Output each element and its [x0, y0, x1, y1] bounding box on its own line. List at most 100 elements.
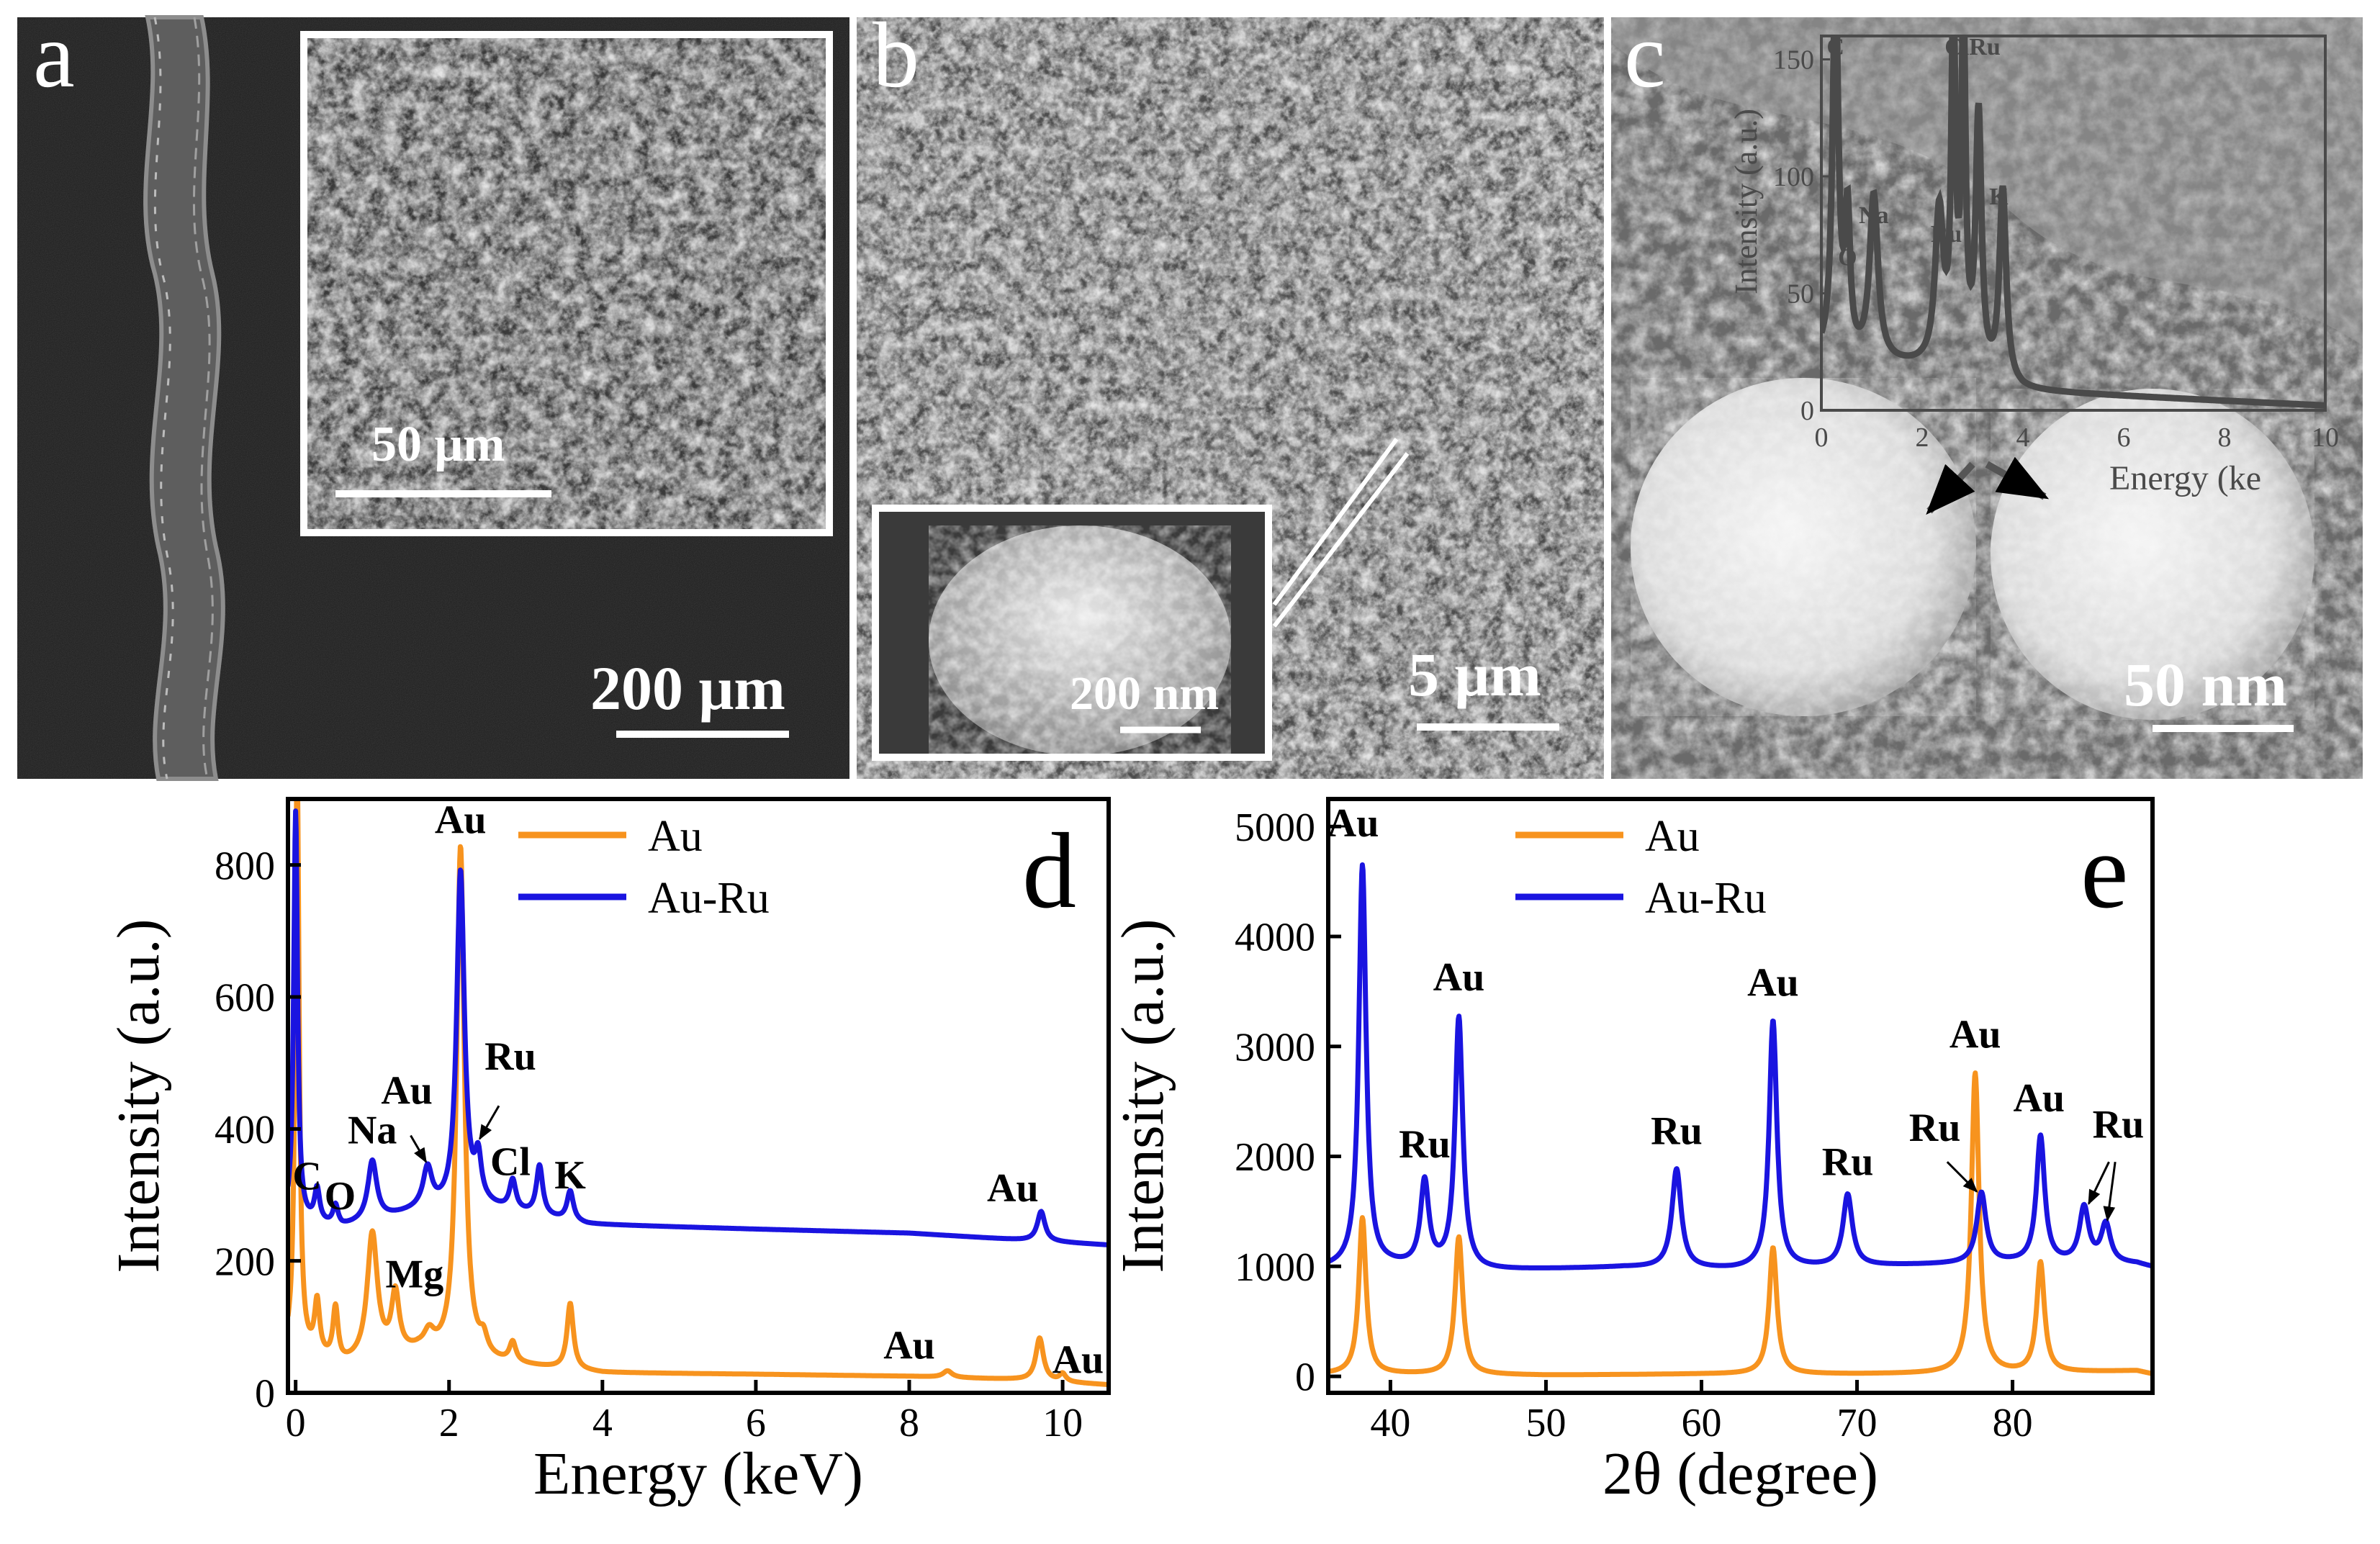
peak-label: Au [883, 1323, 935, 1368]
series-line-au-ru [1328, 862, 2153, 1270]
peak-label: Ru [1909, 1106, 1961, 1150]
plot-area [1328, 862, 2153, 1378]
peak-label: Mg [385, 1252, 443, 1296]
plot-frame [286, 797, 1111, 1395]
y-tick-label: 1000 [1235, 1245, 1315, 1290]
panel-letter: d [1022, 811, 1076, 931]
peak-label: Ru [1651, 1109, 1703, 1154]
inset-y-tick-label: 100 [1773, 162, 1814, 192]
peak-label: Au [381, 1069, 433, 1114]
annotation-arrow [1946, 1161, 1978, 1193]
peak-label: O [325, 1174, 356, 1219]
inset-peak-label: Ru [1931, 221, 1962, 248]
x-tick-label: 60 [1681, 1401, 1721, 1445]
peak-label: Au [1747, 960, 1799, 1005]
peak-label: Ru [2093, 1103, 2145, 1147]
inset-eds-line [1821, 36, 2325, 409]
y-tick-label: 2000 [1235, 1135, 1315, 1180]
panel-a-scalebar-label: 200 μm [590, 654, 785, 723]
panel-letter: e [2081, 811, 2129, 931]
peak-label: K [554, 1153, 586, 1198]
series-line-au [1328, 1070, 2153, 1378]
peak-label: Au [1433, 955, 1485, 1000]
x-tick-label: 40 [1370, 1401, 1410, 1445]
x-tick-label: 6 [746, 1401, 766, 1445]
y-tick-label: 5000 [1235, 805, 1315, 850]
inset-x-tick-label: 10 [2312, 423, 2339, 453]
panel-a-letter: a [33, 4, 75, 107]
x-axis-label: 2θ (degree) [1603, 1440, 1878, 1507]
annotation-arrow [2088, 1161, 2110, 1206]
inset-y-tick-label: 0 [1800, 396, 1814, 426]
inset-b-scalebar-label: 200 nm [1070, 667, 1219, 720]
y-tick-label: 3000 [1235, 1025, 1315, 1070]
series-line-au-ru [288, 808, 1109, 1247]
y-tick-label: 200 [215, 1240, 275, 1284]
inset-b: 200 nm [872, 505, 1272, 761]
inset-x-tick-label: 2 [1916, 423, 1929, 453]
inset-x-tick-label: 0 [1815, 423, 1829, 453]
peak-label: Au [1949, 1012, 2001, 1057]
peak-label: Au [1052, 1338, 1104, 1383]
x-tick-label: 2 [439, 1401, 459, 1445]
x-tick-label: 0 [286, 1401, 306, 1445]
x-tick-label: 70 [1837, 1401, 1878, 1445]
annotation-arrow [479, 1105, 500, 1140]
peak-label: Ru [484, 1034, 536, 1079]
inset-eds-frame [1820, 35, 2327, 412]
y-tick-label: 400 [215, 1108, 275, 1152]
annotation-arrow [410, 1134, 428, 1163]
peak-label: Au [987, 1166, 1039, 1211]
panel-c-letter: c [1624, 4, 1666, 107]
y-tick-label: 0 [1295, 1355, 1315, 1400]
panel-b-scalebar-label: 5 μm [1408, 640, 1541, 709]
legend-label: Au-Ru [1645, 874, 1767, 923]
inset-x-tick-label: 8 [2218, 423, 2232, 453]
annotation-arrow [2103, 1161, 2117, 1222]
legend-label: Au-Ru [648, 874, 770, 923]
inset-peak-label: Na [1859, 202, 1889, 229]
inset-a: 50 μm [300, 31, 833, 536]
fiber-image [143, 15, 225, 781]
legend-label: Au [648, 812, 703, 861]
peak-label: Ru [1822, 1140, 1874, 1185]
series-line-au [288, 799, 1109, 1388]
x-tick-label: 4 [592, 1401, 613, 1445]
x-tick-label: 80 [1993, 1401, 2033, 1445]
x-tick-label: 10 [1042, 1401, 1083, 1445]
y-axis-label: Intensity (a.u.) [1109, 918, 1176, 1273]
y-tick-label: 800 [215, 844, 275, 888]
peak-label: Au [435, 798, 487, 843]
inset-a-scalebar-label: 50 μm [371, 417, 505, 472]
panel-c-scalebar-label: 50 nm [2124, 650, 2287, 719]
inset-x-axis-label: Energy (ke [2109, 459, 2261, 497]
inset-y-tick-label: 150 [1773, 45, 1814, 76]
inset-peak-label: ClRu [1944, 34, 2000, 60]
peak-label: Na [348, 1109, 397, 1153]
x-tick-label: 50 [1525, 1401, 1566, 1445]
y-axis-label: Intensity (a.u.) [105, 918, 172, 1273]
peak-label: Cl [490, 1140, 531, 1185]
peak-label: Au [2013, 1076, 2065, 1121]
inset-x-tick-label: 4 [2016, 423, 2030, 453]
inset-peak-label: C [1826, 34, 1844, 60]
legend-label: Au [1645, 812, 1700, 861]
peak-label: Ru [1399, 1122, 1451, 1167]
sem-panel-a: 50 μm 200 μm a [17, 4, 849, 781]
x-tick-label: 8 [899, 1401, 919, 1445]
inset-peak-label: O [1838, 245, 1857, 271]
plot-frame [1326, 797, 2155, 1395]
x-axis-label: Energy (keV) [533, 1440, 863, 1507]
inset-y-tick-label: 50 [1787, 279, 1814, 310]
inset-y-axis-label: Intensity (a.u.) [1728, 109, 1764, 294]
panel-b-letter: b [873, 4, 919, 107]
peak-label: Au [1328, 801, 1379, 846]
y-tick-label: 4000 [1235, 916, 1315, 960]
y-tick-label: 0 [255, 1372, 275, 1417]
y-tick-label: 600 [215, 976, 275, 1021]
peak-label: C [292, 1155, 321, 1199]
xrd-chart-e: 40 50 60 70 80 0 1000 2000 3000 4000 5000 2θ (degre… [1109, 797, 2155, 1507]
